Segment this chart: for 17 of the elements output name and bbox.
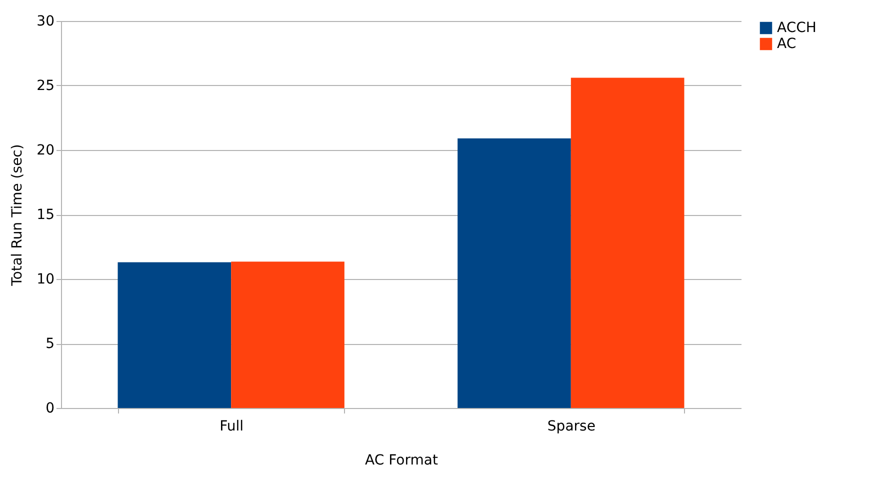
legend-label: AC (777, 36, 796, 52)
y-tick-label: 30 (36, 14, 54, 30)
x-tick-label: Sparse (547, 418, 596, 434)
x-axis-title: AC Format (365, 452, 438, 468)
legend-label: ACCH (777, 20, 816, 36)
y-tick-label: 25 (36, 78, 54, 94)
y-tick-label: 20 (36, 142, 54, 158)
y-tick-label: 15 (36, 207, 54, 223)
y-tick-label: 0 (46, 400, 54, 416)
bar (118, 262, 232, 408)
bar (458, 138, 571, 408)
y-tick-label: 5 (46, 336, 54, 352)
bar (570, 78, 684, 408)
y-tick-label: 10 (36, 272, 54, 288)
bar (231, 262, 344, 408)
x-tick-label: Full (220, 418, 244, 434)
y-axis-title: Total Run Time (sec) (10, 144, 26, 287)
